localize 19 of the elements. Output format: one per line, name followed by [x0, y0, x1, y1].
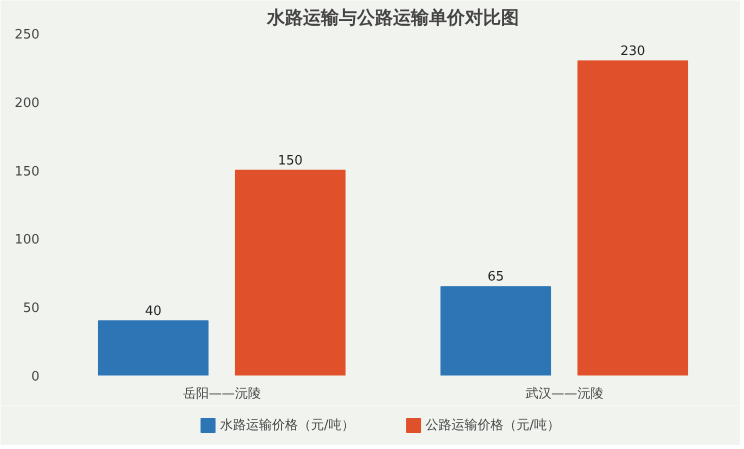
bar — [98, 320, 209, 376]
y-tick-label: 200 — [14, 96, 40, 111]
x-tick-label: 武汉——沅陵 — [525, 386, 604, 402]
data-label: 40 — [144, 304, 162, 319]
y-tick-label: 100 — [14, 232, 40, 248]
legend-label: 水路运输价格（元/吨） — [220, 418, 354, 433]
bar — [577, 60, 688, 376]
x-tick-label: 岳阳——沅陵 — [182, 386, 261, 402]
y-tick-label: 50 — [22, 301, 40, 316]
bar — [440, 286, 552, 376]
y-tick-label: 0 — [31, 370, 40, 384]
data-label: 150 — [278, 153, 303, 168]
data-label: 65 — [487, 270, 504, 285]
y-tick-label: 250 — [14, 28, 40, 42]
chart-title: 水路运输与公路运输单价对比图 — [266, 8, 519, 28]
data-label: 230 — [620, 44, 646, 59]
bar — [234, 170, 346, 376]
y-tick-label: 150 — [14, 164, 40, 180]
legend-label: 公路运输价格（元/吨） — [426, 418, 560, 433]
